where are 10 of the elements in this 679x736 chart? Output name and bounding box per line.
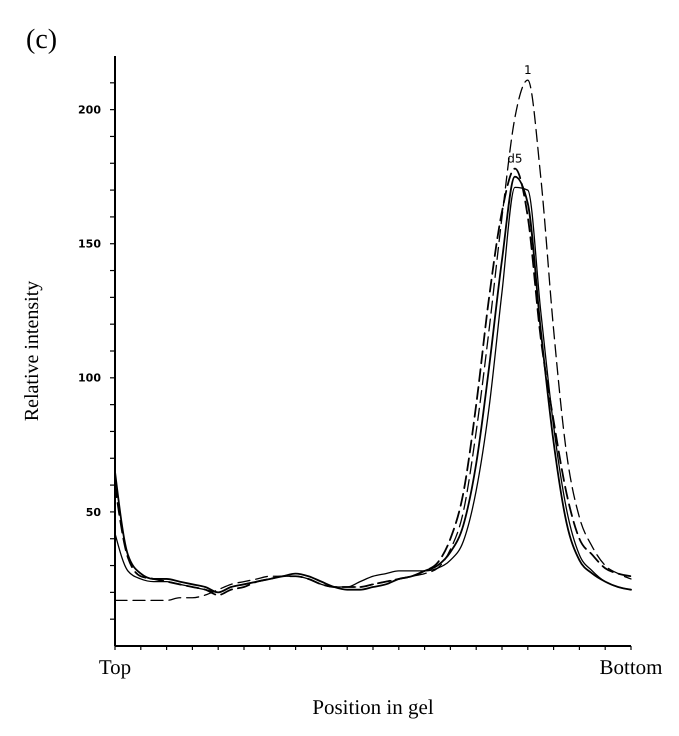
annotation: 1 xyxy=(524,63,532,78)
chart-title: (c) xyxy=(26,24,58,55)
y-tick-label: 50 xyxy=(86,506,102,519)
y-tick-label: 100 xyxy=(78,372,102,385)
y-axis-title: Relative intensity xyxy=(21,280,43,422)
x-tick-label: Bottom xyxy=(599,655,663,679)
y-tick-label: 150 xyxy=(78,238,102,251)
y-tick-label: 200 xyxy=(78,103,102,116)
x-axis-title: Position in gel xyxy=(312,695,434,719)
x-tick-label: Top xyxy=(98,655,132,679)
